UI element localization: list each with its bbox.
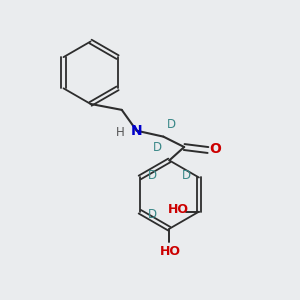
Text: D: D	[153, 141, 162, 154]
Text: D: D	[148, 169, 157, 182]
Text: HO: HO	[160, 244, 181, 258]
Text: HO: HO	[168, 203, 189, 216]
Text: N: N	[131, 124, 142, 138]
Text: D: D	[167, 118, 176, 131]
Text: D: D	[148, 208, 157, 221]
Text: H: H	[116, 126, 125, 139]
Text: O: O	[210, 142, 222, 156]
Text: D: D	[182, 169, 191, 182]
